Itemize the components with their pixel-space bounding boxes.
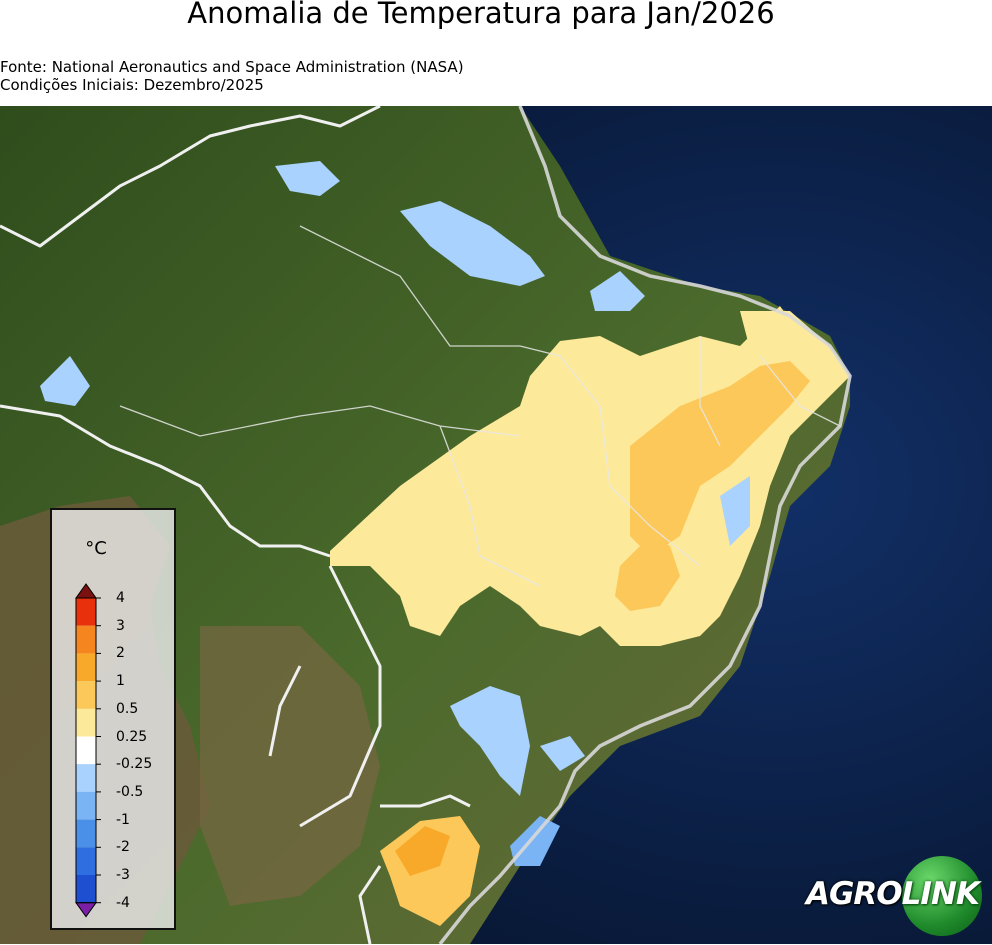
- legend-arrow-min: [75, 902, 97, 918]
- legend-tick-label: 2: [116, 645, 125, 662]
- warm-anomaly-central: [330, 306, 800, 646]
- country-borders: [0, 106, 471, 944]
- legend-colorbar: [75, 583, 101, 918]
- legend-color-band: [76, 791, 96, 820]
- legend-outline: [75, 597, 97, 904]
- dry-chaco-land: [200, 626, 380, 906]
- legend-color-band: [76, 681, 96, 709]
- coastline: [438, 106, 852, 944]
- legend-tick-label: -2: [116, 839, 130, 856]
- legend-color-band: [76, 819, 96, 848]
- legend-tick-label: 4: [116, 590, 125, 606]
- warm-anomaly-southeast-strong: [615, 536, 680, 611]
- legend-color-band: [76, 625, 96, 654]
- legend-tick-label: 0.25: [116, 728, 148, 745]
- warm-anomaly-areas: [330, 306, 850, 926]
- cool-anomaly-coast: [540, 736, 585, 771]
- legend-color-band: [76, 736, 96, 765]
- agrolink-logo: AGROLINK: [806, 856, 982, 936]
- legend-unit: °C: [85, 538, 107, 559]
- cool-anomaly-rs-coast: [510, 816, 560, 866]
- legend-tick-label: -0.5: [116, 783, 144, 800]
- legend-tick-label: 0.5: [116, 700, 139, 717]
- legend-color-band: [76, 875, 96, 903]
- legend-color-band: [76, 598, 96, 626]
- legend-color-band: [76, 847, 96, 875]
- logo-wordmark: AGROLINK: [806, 876, 980, 912]
- warm-anomaly-south-strong: [395, 826, 450, 876]
- cool-anomaly-areas: [40, 161, 750, 866]
- legend-color-band: [76, 708, 96, 737]
- map-title: Anomalia de Temperatura para Jan/2026: [187, 0, 775, 30]
- state-borders: [119, 225, 841, 587]
- cool-anomaly-maranhao: [590, 271, 645, 311]
- legend-arrow-max: [75, 583, 97, 599]
- legend-tick-label: -1: [116, 811, 130, 828]
- cool-anomaly-bahia: [720, 476, 750, 546]
- legend-color-band: [76, 653, 96, 682]
- legend-tick-label: -3: [116, 867, 130, 883]
- legend-color-band: [76, 764, 96, 792]
- legend-tick-label: 3: [116, 617, 125, 634]
- cool-anomaly-southeast: [450, 686, 530, 796]
- logo-globe: [902, 856, 982, 936]
- legend-tick-label: 1: [116, 673, 125, 690]
- legend-tick-label: -0.25: [116, 756, 153, 773]
- legend-tick-label: -4: [116, 894, 130, 911]
- cool-anomaly-west: [40, 356, 90, 406]
- cool-anomaly-amazon-mouth: [400, 201, 545, 286]
- source-text: Fonte: National Aeronautics and Space Ad…: [0, 58, 464, 76]
- cool-anomaly-roraima: [275, 161, 340, 196]
- conditions-text: Condições Iniciais: Dezembro/2025: [0, 76, 264, 94]
- color-legend: °C 4 3 2 1 0.5 0.25 -0.25 -0.5 -1 -2 -3 -4: [50, 508, 176, 930]
- warm-anomaly-northeast-strong: [630, 361, 810, 556]
